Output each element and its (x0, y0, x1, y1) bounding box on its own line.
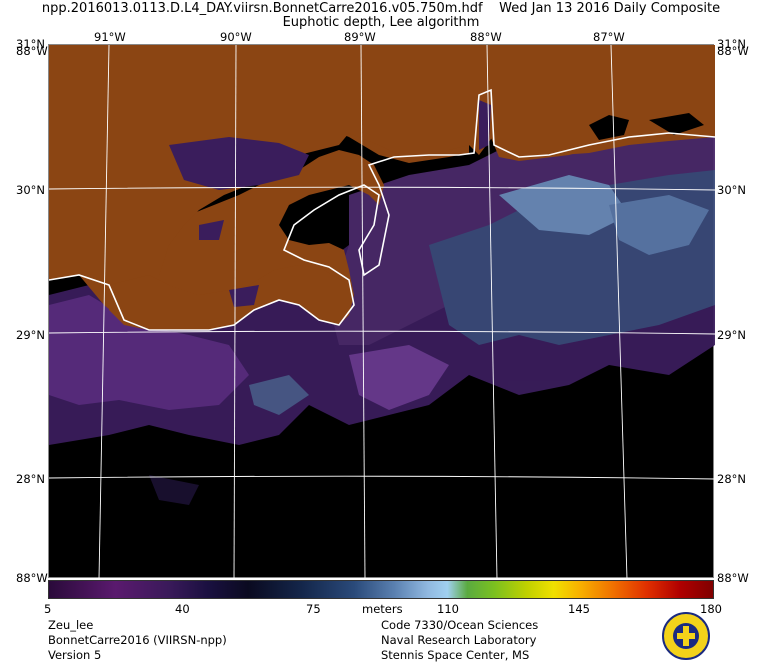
data-patch (499, 175, 629, 235)
inland-water (229, 285, 259, 307)
land-mass (49, 45, 715, 133)
inland-water (199, 220, 224, 240)
land-mass (349, 133, 469, 155)
colorbar-tick: 5 (44, 602, 52, 616)
data-patch (49, 295, 249, 410)
colorbar-tick: 40 (175, 602, 190, 616)
corner-label: 31°N (717, 37, 746, 51)
land-mass (109, 265, 349, 330)
version-text: Version 5 (48, 648, 102, 662)
colorbar-units: meters (362, 602, 403, 616)
lat-label: 28°N (717, 472, 746, 486)
org-name: Naval Research Laboratory (381, 633, 537, 647)
lon-label: 91°W (94, 30, 126, 44)
map-canvas (49, 45, 715, 579)
meridian (610, 45, 628, 579)
org-location: Stennis Space Center, MS (381, 648, 530, 662)
colorbar-tick: 75 (306, 602, 321, 616)
product-name: Zeu_lee (48, 618, 94, 632)
map-subtitle: Euphotic depth, Lee algorithm (282, 15, 480, 30)
lat-label: 29°N (16, 328, 45, 342)
meridian (360, 45, 366, 579)
meridian (98, 45, 110, 579)
colorbar-tick: 110 (437, 602, 459, 616)
nrl-seal-icon (662, 612, 710, 660)
lon-label: 89°W (344, 30, 376, 44)
corner-label: 88°W (717, 571, 749, 585)
org-code: Code 7330/Ocean Sciences (381, 618, 539, 632)
graticule (49, 45, 715, 579)
lon-label: 88°W (470, 30, 502, 44)
land-mass (49, 133, 149, 285)
meridian (486, 45, 498, 579)
meridian (233, 45, 237, 579)
inland-water (589, 115, 629, 140)
map-panel[interactable] (48, 44, 715, 579)
colorbar-tick: 145 (568, 602, 590, 616)
lon-label: 87°W (593, 30, 625, 44)
parallel (49, 330, 715, 335)
parallel (49, 186, 715, 191)
colorbar (48, 580, 714, 599)
ocean-data-layer (49, 125, 715, 505)
corner-label: 88°W (16, 571, 48, 585)
data-patch (349, 345, 449, 410)
corner-label: 88°W (16, 44, 48, 58)
coastline (49, 88, 715, 331)
dataset-name: BonnetCarre2016 (VIIRSN-npp) (48, 633, 227, 647)
land-mass (489, 133, 715, 157)
colorbar-tick: 180 (700, 602, 722, 616)
corner-label: 31°N (16, 37, 45, 51)
data-patch (609, 195, 709, 255)
parallel (49, 475, 715, 480)
lon-label: 90°W (220, 30, 252, 44)
lat-label: 30°N (717, 183, 746, 197)
lake-pontchartrain (169, 137, 309, 190)
lat-label: 28°N (16, 472, 45, 486)
data-patch (149, 475, 199, 505)
data-patch (249, 375, 309, 415)
map-title: npp.2016013.0113.D.L4_DAY.viirsn.BonnetC… (41, 1, 721, 16)
inland-water (649, 113, 704, 135)
corner-label: 88°W (717, 44, 749, 58)
lat-label: 29°N (717, 328, 746, 342)
lat-label: 30°N (16, 183, 45, 197)
